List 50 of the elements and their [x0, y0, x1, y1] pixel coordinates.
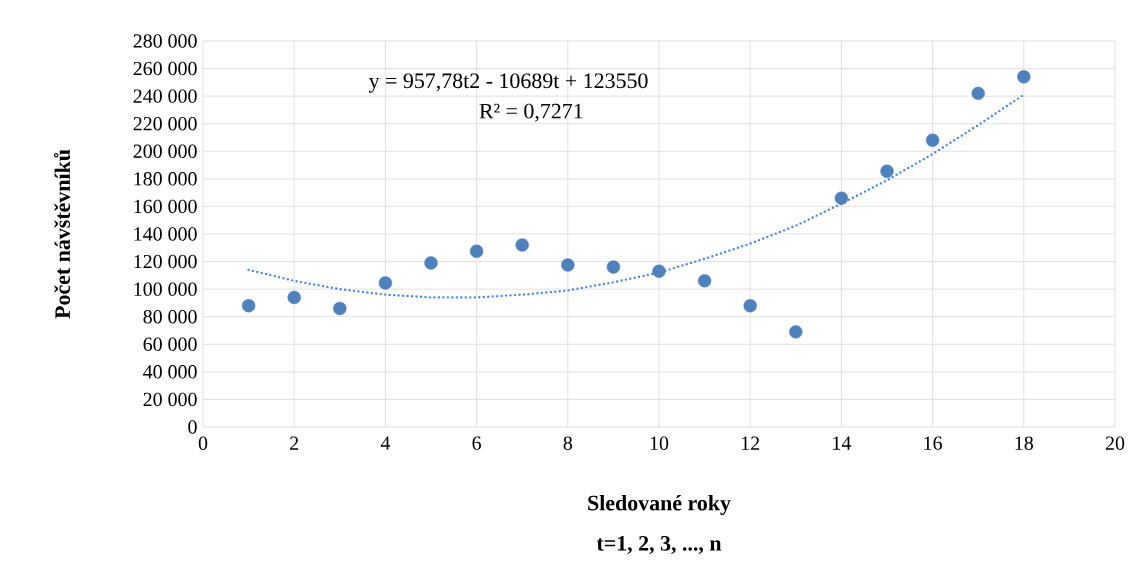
y-tick-label: 240 000: [133, 89, 197, 103]
point: [561, 258, 575, 272]
line-series: [247, 93, 1026, 299]
x-tick-label: 6: [472, 436, 481, 450]
point: [287, 290, 301, 305]
point: [834, 191, 849, 205]
y-tick-label: 260 000: [133, 61, 197, 76]
y-tick-label: 200 000: [133, 144, 197, 158]
x-tick-label: 20: [1105, 436, 1125, 450]
point: [789, 325, 803, 339]
y-tick-label: 220 000: [133, 116, 197, 131]
point: [971, 86, 985, 101]
text: t=1, 2, 3, ..., n: [596, 536, 722, 554]
x-tick-label: 0: [198, 436, 208, 450]
point: [424, 256, 438, 270]
x-tick-label: 8: [563, 436, 573, 450]
y-tick-label: 20 000: [143, 392, 197, 407]
x-tick-label: 4: [380, 436, 391, 450]
point: [241, 299, 256, 313]
point: [743, 299, 757, 313]
point: [697, 274, 712, 288]
y-tick-label: 100 000: [134, 282, 197, 296]
x-axis-title: Sledované roky: [588, 495, 731, 515]
y-axis-title: Počet návštěvníků: [53, 149, 71, 319]
y-tick-label: 140 000: [134, 227, 197, 241]
y-tick-label: 40 000: [143, 365, 197, 379]
annotation: R² = 0,7271: [479, 103, 583, 122]
point: [469, 244, 484, 258]
y-tick-label: 80 000: [143, 309, 197, 324]
y-tick-label: 180 000: [134, 172, 197, 186]
y-tick-label: 0: [188, 420, 197, 434]
x-tick-label: 2: [290, 436, 299, 450]
point: [652, 264, 666, 278]
y-tick-label: 120 000: [134, 254, 197, 269]
x-tick-label: 14: [833, 436, 852, 450]
annotation: y = 957,78t2 - 10689t + 123550: [368, 73, 648, 93]
y-tick-label: 160 000: [134, 199, 197, 214]
point: [515, 238, 529, 252]
point: [378, 276, 393, 290]
point: [925, 133, 940, 147]
x-tick-label: 18: [1015, 436, 1034, 450]
x-tick-label: 10: [650, 436, 669, 450]
x-tick-label: 12: [742, 436, 760, 450]
y-tick-label: 280 000: [133, 34, 197, 48]
point: [880, 164, 894, 178]
point: [606, 260, 621, 274]
y-tick-label: 60 000: [143, 337, 197, 351]
point: [1017, 70, 1031, 84]
point: [333, 301, 347, 316]
x-tick-label: 16: [924, 436, 942, 450]
